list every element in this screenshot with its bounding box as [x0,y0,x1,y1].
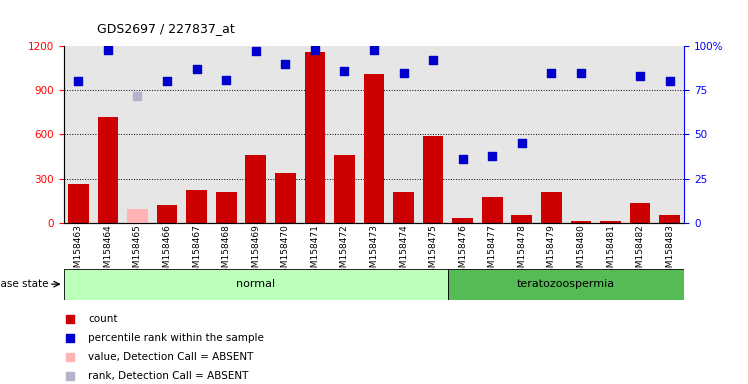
Bar [127,210,148,223]
Bar [68,184,89,223]
Text: GSM158478: GSM158478 [518,224,527,279]
Point [132,93,144,99]
Text: GSM158467: GSM158467 [192,224,201,279]
Text: GSM158479: GSM158479 [547,224,556,279]
Point [102,46,114,53]
Point [64,316,76,322]
Point [64,354,76,360]
Bar [512,215,532,223]
Text: GSM158466: GSM158466 [162,224,171,279]
Point [545,70,557,76]
Bar [625,46,654,223]
Bar [241,46,271,223]
Bar [123,46,153,223]
Bar [127,210,148,223]
Bar [566,46,595,223]
Point [220,76,232,83]
Point [457,156,469,162]
Text: teratozoospermia: teratozoospermia [517,279,615,289]
Text: GSM158468: GSM158468 [221,224,230,279]
Text: GSM158469: GSM158469 [251,224,260,279]
Bar [448,46,477,223]
Text: GSM158470: GSM158470 [280,224,289,279]
Text: GSM158473: GSM158473 [370,224,378,279]
Text: GSM158477: GSM158477 [488,224,497,279]
Bar [186,190,207,223]
Text: GSM158480: GSM158480 [577,224,586,279]
Point [279,61,291,67]
Point [368,46,380,53]
Bar [275,173,295,223]
Bar [182,46,212,223]
Text: GSM158476: GSM158476 [459,224,468,279]
Point [427,57,439,63]
Bar [654,46,684,223]
Text: GSM158471: GSM158471 [310,224,319,279]
Bar [571,221,591,223]
Bar [330,46,359,223]
Text: normal: normal [236,279,275,289]
Point [309,46,321,53]
Bar [536,46,566,223]
Text: count: count [88,314,118,324]
Text: value, Detection Call = ABSENT: value, Detection Call = ABSENT [88,352,254,362]
Point [250,48,262,55]
Point [73,78,85,84]
Point [516,140,528,146]
Bar [507,46,536,223]
Text: GSM158474: GSM158474 [399,224,408,278]
Bar [245,155,266,223]
Bar [156,205,177,223]
Bar [541,192,562,223]
Point [398,70,410,76]
Text: GSM158475: GSM158475 [429,224,438,279]
Point [64,335,76,341]
Text: GSM158482: GSM158482 [636,224,645,278]
Point [161,78,173,84]
Text: rank, Detection Call = ABSENT: rank, Detection Call = ABSENT [88,371,249,381]
Text: GSM158483: GSM158483 [665,224,674,279]
Point [338,68,350,74]
Bar [212,46,241,223]
Bar [595,46,625,223]
Bar [477,46,507,223]
Bar [389,46,418,223]
Bar [453,218,473,223]
Bar [659,215,680,223]
Bar [94,46,123,223]
Text: disease state: disease state [0,279,49,289]
Bar [393,192,414,223]
Bar [216,192,236,223]
Bar [64,46,94,223]
Bar [448,269,684,300]
Bar [64,269,448,300]
Text: GSM158481: GSM158481 [606,224,615,279]
Bar [97,117,118,223]
Bar [630,203,651,223]
Text: GDS2697 / 227837_at: GDS2697 / 227837_at [97,22,235,35]
Point [191,66,203,72]
Point [663,78,675,84]
Bar [359,46,389,223]
Bar [153,46,182,223]
Text: GSM158465: GSM158465 [133,224,142,279]
Point [634,73,646,79]
Bar [423,136,444,223]
Text: GSM158464: GSM158464 [103,224,112,278]
Point [64,373,76,379]
Bar [334,155,355,223]
Bar [304,52,325,223]
Text: percentile rank within the sample: percentile rank within the sample [88,333,264,343]
Bar [600,220,621,223]
Bar [418,46,448,223]
Text: GSM158472: GSM158472 [340,224,349,278]
Bar [300,46,330,223]
Bar [271,46,300,223]
Text: GSM158463: GSM158463 [74,224,83,279]
Bar [364,74,384,223]
Point [575,70,587,76]
Point [486,152,498,159]
Bar [482,197,503,223]
